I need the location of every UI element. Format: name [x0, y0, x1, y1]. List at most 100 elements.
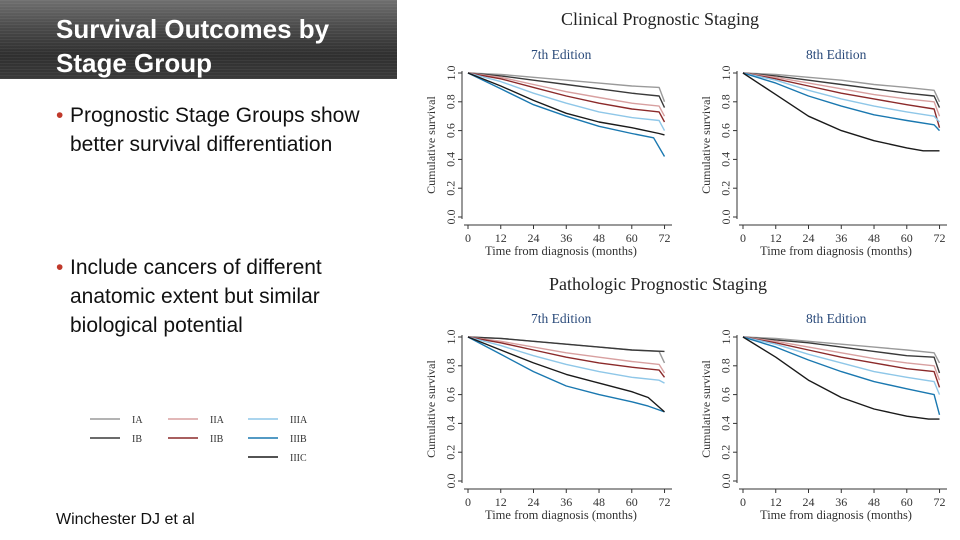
series-line-iiib	[467, 336, 665, 413]
y-tick-label: 0.8	[444, 94, 458, 109]
y-tick-label: 1.0	[444, 66, 458, 81]
y-tick-label: 0.6	[719, 123, 733, 138]
legend-label: IIIB	[290, 434, 307, 445]
legend-label: IA	[132, 415, 143, 426]
x-tick-label: 24	[803, 495, 815, 509]
y-tick-label: 0.2	[444, 181, 458, 196]
citation: Winchester DJ et al	[56, 511, 195, 528]
series-line-iia	[467, 336, 666, 374]
y-axis-label: Cumulative survival	[424, 360, 438, 458]
y-tick-label: 0.8	[719, 94, 733, 109]
chart-title: 8th Edition	[806, 311, 867, 326]
title-banner	[0, 0, 397, 79]
x-tick-label: 12	[770, 231, 782, 245]
series-line-ia	[467, 72, 666, 103]
slide-title: Survival Outcomes by Stage Group	[56, 14, 330, 78]
series-line-iiib	[742, 72, 941, 132]
x-tick-label: 36	[560, 495, 572, 509]
x-tick-label: 36	[835, 231, 847, 245]
x-tick-label: 60	[901, 495, 913, 509]
x-tick-label: 48	[868, 231, 880, 245]
y-tick-label: 0.2	[719, 445, 733, 460]
charts-panel: Clinical Prognostic Staging Pathologic P…	[400, 0, 960, 540]
y-tick-label: 0.2	[444, 445, 458, 460]
y-tick-label: 1.0	[719, 66, 733, 81]
x-tick-label: 12	[495, 495, 507, 509]
x-axis-label: Time from diagnosis (months)	[760, 508, 912, 522]
x-tick-label: 72	[659, 231, 671, 245]
x-tick-label: 36	[835, 495, 847, 509]
x-tick-label: 24	[803, 231, 815, 245]
y-tick-label: 0.0	[719, 210, 733, 225]
x-axis-label: Time from diagnosis (months)	[485, 508, 637, 522]
bullet-text: Include cancers of different anatomic ex…	[70, 256, 322, 337]
chart-legend: IA IB IIA IIB IIIA IIIB IIIC	[90, 415, 308, 464]
x-tick-label: 48	[593, 231, 605, 245]
x-tick-label: 36	[560, 231, 572, 245]
x-tick-label: 0	[465, 495, 471, 509]
chart-title: 7th Edition	[531, 47, 592, 62]
section-title-pathologic: Pathologic Prognostic Staging	[549, 274, 767, 294]
series-line-iia	[742, 336, 941, 381]
y-tick-label: 0.0	[444, 474, 458, 489]
section-title-clinical: Clinical Prognostic Staging	[561, 9, 759, 29]
x-tick-label: 60	[901, 231, 913, 245]
series-line-iiic	[742, 72, 940, 152]
y-tick-label: 0.4	[444, 416, 458, 431]
series-line-iib	[742, 336, 941, 388]
x-tick-label: 48	[868, 495, 880, 509]
series-line-iiic	[467, 72, 665, 136]
legend-label: IIB	[210, 434, 224, 445]
y-tick-label: 0.8	[719, 358, 733, 373]
bullet-marker: •	[56, 256, 64, 279]
x-tick-label: 0	[465, 231, 471, 245]
x-tick-label: 24	[528, 495, 540, 509]
x-tick-label: 12	[495, 231, 507, 245]
y-tick-label: 0.6	[444, 387, 458, 402]
y-tick-label: 0.8	[444, 358, 458, 373]
y-tick-label: 1.0	[444, 330, 458, 345]
chart-title: 8th Edition	[806, 47, 867, 62]
x-tick-label: 60	[626, 495, 638, 509]
series-line-iiia	[467, 336, 665, 384]
bullet-text: Prognostic Stage Groups show better surv…	[70, 104, 360, 156]
x-tick-label: 48	[593, 495, 605, 509]
km-chart-clinical-7th: 0.0 0.2 0.4 0.6 0.8 1.0 0 12 24 36 48 60 72 Cumulativ…	[424, 66, 672, 258]
y-tick-label: 0.6	[444, 123, 458, 138]
x-axis-label: Time from diagnosis (months)	[485, 244, 637, 258]
y-tick-label: 0.6	[719, 387, 733, 402]
y-axis-label: Cumulative survival	[699, 360, 713, 458]
y-tick-label: 0.0	[444, 210, 458, 225]
series-line-iib	[742, 72, 941, 128]
x-tick-label: 0	[740, 495, 746, 509]
x-axis-label: Time from diagnosis (months)	[760, 244, 912, 258]
legend-label: IIIC	[290, 453, 307, 464]
x-tick-label: 72	[934, 231, 946, 245]
bullet-item: • Prognostic Stage Groups show better su…	[56, 101, 376, 159]
series-line-ib	[742, 72, 941, 108]
legend-label: IIIA	[290, 415, 308, 426]
bullet-marker: •	[56, 104, 64, 127]
series-line-iib	[467, 336, 666, 378]
x-tick-label: 12	[770, 495, 782, 509]
y-axis-label: Cumulative survival	[699, 96, 713, 194]
y-tick-label: 0.0	[719, 474, 733, 489]
y-tick-label: 0.4	[719, 152, 733, 167]
series-line-iiic	[467, 336, 665, 413]
series-line-iiia	[467, 72, 666, 131]
y-tick-label: 1.0	[719, 330, 733, 345]
y-tick-label: 0.4	[719, 416, 733, 431]
x-tick-label: 60	[626, 231, 638, 245]
series-line-iib	[467, 72, 666, 123]
series-line-ia	[742, 72, 941, 103]
series-line-ib	[742, 336, 941, 374]
y-tick-label: 0.2	[719, 181, 733, 196]
bullet-item: • Include cancers of different anatomic …	[56, 253, 376, 340]
series-line-ib	[467, 72, 666, 108]
x-tick-label: 0	[740, 231, 746, 245]
series-line-iiic	[742, 336, 940, 420]
series-line-ia	[742, 336, 941, 364]
km-chart-pathologic-8th: 0.0 0.2 0.4 0.6 0.8 1.0 0 12 24 36 48 60 72 Cumulativ…	[699, 330, 947, 522]
y-tick-label: 0.4	[444, 152, 458, 167]
series-line-iiib	[742, 336, 941, 415]
